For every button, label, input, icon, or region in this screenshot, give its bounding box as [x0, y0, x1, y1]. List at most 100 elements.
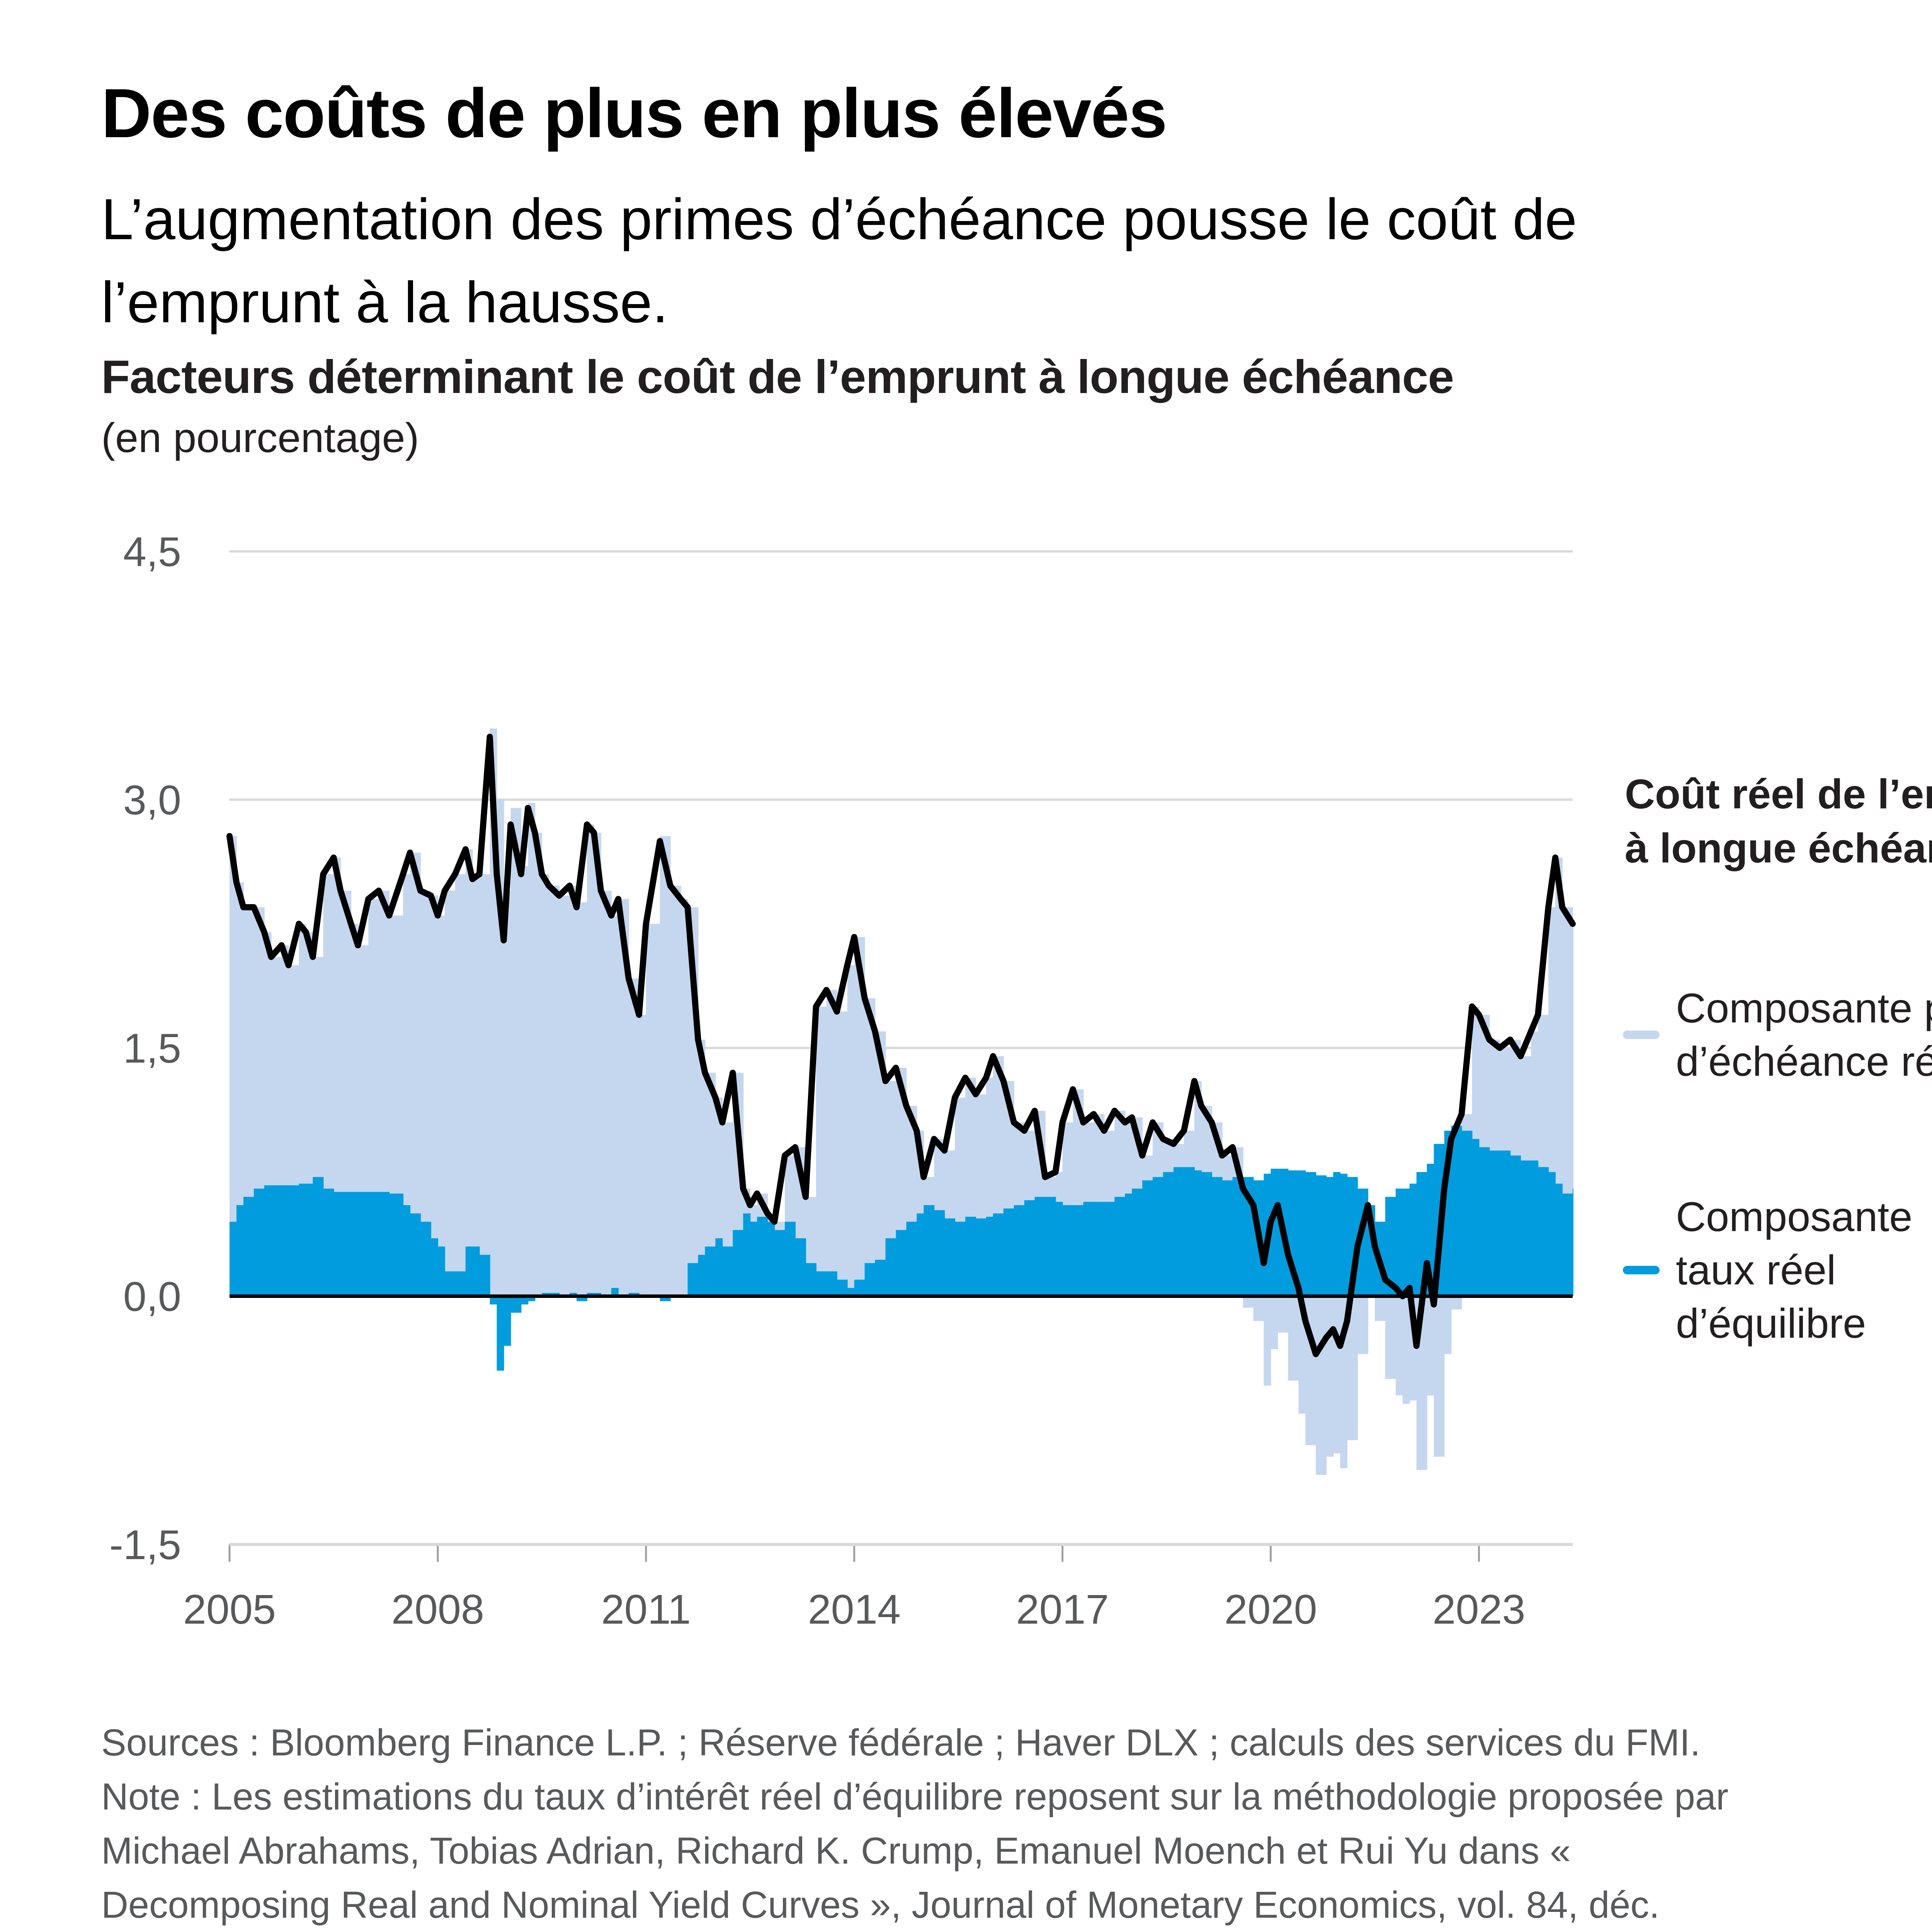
- term-premium-bar: [680, 899, 688, 1296]
- term-premium-bar: [465, 849, 473, 1247]
- equilibrium-rate-bar: [281, 1185, 289, 1296]
- term-premium-bar: [542, 874, 549, 1293]
- equilibrium-rate-bar: [955, 1221, 966, 1296]
- term-premium-bar: [437, 915, 445, 1247]
- equilibrium-rate-bar: [1222, 1180, 1233, 1296]
- term-premium-bar: [774, 1221, 786, 1230]
- term-premium-bar: [410, 852, 421, 1214]
- term-premium-bar: [472, 879, 480, 1247]
- chart-title: Facteurs déterminant le coût de l’emprun…: [101, 350, 1454, 403]
- term-premium-bar: [1316, 1296, 1327, 1475]
- term-premium-bar: [1555, 857, 1563, 1184]
- equilibrium-rate-bar: [885, 1238, 896, 1296]
- term-premium-bar: [1427, 1296, 1434, 1396]
- equilibrium-rate-bar: [1298, 1170, 1306, 1296]
- term-premium-bar: [264, 932, 272, 1185]
- equilibrium-rate-bar: [1316, 1175, 1327, 1296]
- page-title: Des coûts de plus en plus élevés: [101, 75, 1167, 152]
- equilibrium-rate-bar: [757, 1216, 768, 1296]
- equilibrium-rate-bar: [490, 1296, 497, 1304]
- equilibrium-rate-bar: [403, 1205, 411, 1296]
- term-premium-bar: [577, 902, 588, 1296]
- term-premium-bar: [1444, 1296, 1452, 1354]
- term-premium-bar: [1264, 1296, 1271, 1386]
- x-tick-label: 2023: [1432, 1586, 1525, 1633]
- term-premium-bar: [1253, 1296, 1264, 1321]
- term-premium-bar: [965, 1078, 976, 1217]
- term-premium-bar: [1451, 1296, 1462, 1310]
- equilibrium-rate-bar: [430, 1238, 438, 1296]
- term-premium-bar: [1548, 907, 1556, 1172]
- term-premium-bar: [313, 957, 324, 1177]
- term-premium-bar: [236, 882, 244, 1205]
- equilibrium-rate-bar: [698, 1255, 706, 1296]
- equilibrium-rate-bar: [875, 1260, 886, 1296]
- x-tick-label: 2017: [1016, 1586, 1109, 1633]
- equilibrium-rate-bar: [455, 1271, 466, 1296]
- equilibrium-rate-bar: [379, 1192, 390, 1296]
- equilibrium-rate-bar: [351, 1192, 359, 1296]
- equilibrium-rate-bar: [479, 1255, 490, 1296]
- term-premium-bar: [306, 932, 313, 1184]
- term-premium-bar: [1395, 1296, 1403, 1396]
- equilibrium-rate-bar: [1083, 1202, 1094, 1296]
- equilibrium-rate-bar: [1003, 1208, 1014, 1296]
- x-tick-label: 2008: [391, 1586, 484, 1633]
- chart-unit-label: (en pourcentage): [101, 414, 419, 461]
- equilibrium-rate-bar: [1548, 1172, 1556, 1296]
- term-premium-bar: [847, 965, 855, 1288]
- page-subtitle: L’augmentation des primes d’échéance pou…: [101, 187, 1577, 335]
- term-premium-bar: [750, 1205, 758, 1222]
- term-premium-bar: [549, 886, 560, 1293]
- equilibrium-rate-bar: [368, 1192, 379, 1296]
- term-premium-bar: [639, 1015, 646, 1296]
- term-premium-bar: [1538, 1015, 1549, 1167]
- equilibrium-rate-bar: [1125, 1193, 1133, 1296]
- equilibrium-rate-bar: [687, 1263, 699, 1296]
- equilibrium-rate-bar: [1520, 1160, 1532, 1296]
- term-premium-bar: [885, 1081, 896, 1238]
- term-premium-bar: [340, 891, 352, 1192]
- term-premium-bar: [722, 1122, 733, 1247]
- equilibrium-rate-bar: [944, 1218, 956, 1296]
- equilibrium-rate-bar: [1531, 1160, 1539, 1296]
- equilibrium-rate-bar: [243, 1197, 254, 1296]
- equilibrium-rate-bar: [1062, 1205, 1073, 1296]
- term-premium-bar: [368, 899, 379, 1192]
- equilibrium-rate-bar: [1340, 1173, 1348, 1296]
- y-tick-label: 4,5: [123, 528, 181, 575]
- term-premium-bar: [1472, 1006, 1480, 1139]
- equilibrium-rate-bar: [854, 1279, 865, 1296]
- term-premium-bar: [601, 891, 612, 1296]
- equilibrium-rate-bar: [299, 1184, 306, 1296]
- equilibrium-rate-bar: [1538, 1167, 1549, 1296]
- x-tick-label: 2005: [183, 1586, 276, 1633]
- term-premium-bar: [1402, 1296, 1410, 1404]
- footer-sources: Sources : Bloomberg Finance L.P. ; Réser…: [101, 1721, 1701, 1764]
- equilibrium-rate-bar: [934, 1210, 945, 1296]
- term-premium-bar: [1489, 1039, 1500, 1151]
- term-premium-bar: [444, 891, 456, 1272]
- equilibrium-rate-bar: [444, 1271, 456, 1296]
- term-premium-bar: [358, 945, 369, 1192]
- legend-label-term-premium: Composante prime d’échéance réelle: [1676, 985, 1932, 1085]
- term-premium-bar: [333, 857, 341, 1192]
- equilibrium-rate-bar: [1153, 1177, 1164, 1296]
- equilibrium-rate-bar: [1201, 1172, 1212, 1296]
- x-tick-label: 2020: [1224, 1586, 1317, 1633]
- term-premium-bar: [1173, 1144, 1185, 1167]
- equilibrium-rate-bar: [503, 1296, 511, 1346]
- equilibrium-rate-bar: [906, 1221, 917, 1296]
- x-tick-label: 2011: [601, 1586, 691, 1633]
- equilibrium-rate-bar: [1395, 1189, 1403, 1296]
- equilibrium-rate-bar: [410, 1213, 421, 1296]
- equilibrium-rate-bar: [1479, 1147, 1490, 1296]
- equilibrium-rate-bar: [917, 1213, 924, 1296]
- equilibrium-rate-bar: [1232, 1177, 1243, 1296]
- term-premium-bar: [864, 998, 876, 1263]
- term-premium-bar: [230, 836, 237, 1222]
- term-premium-bar: [528, 803, 536, 1296]
- equilibrium-rate-bar: [816, 1271, 827, 1296]
- equilibrium-rate-bar: [1024, 1200, 1035, 1296]
